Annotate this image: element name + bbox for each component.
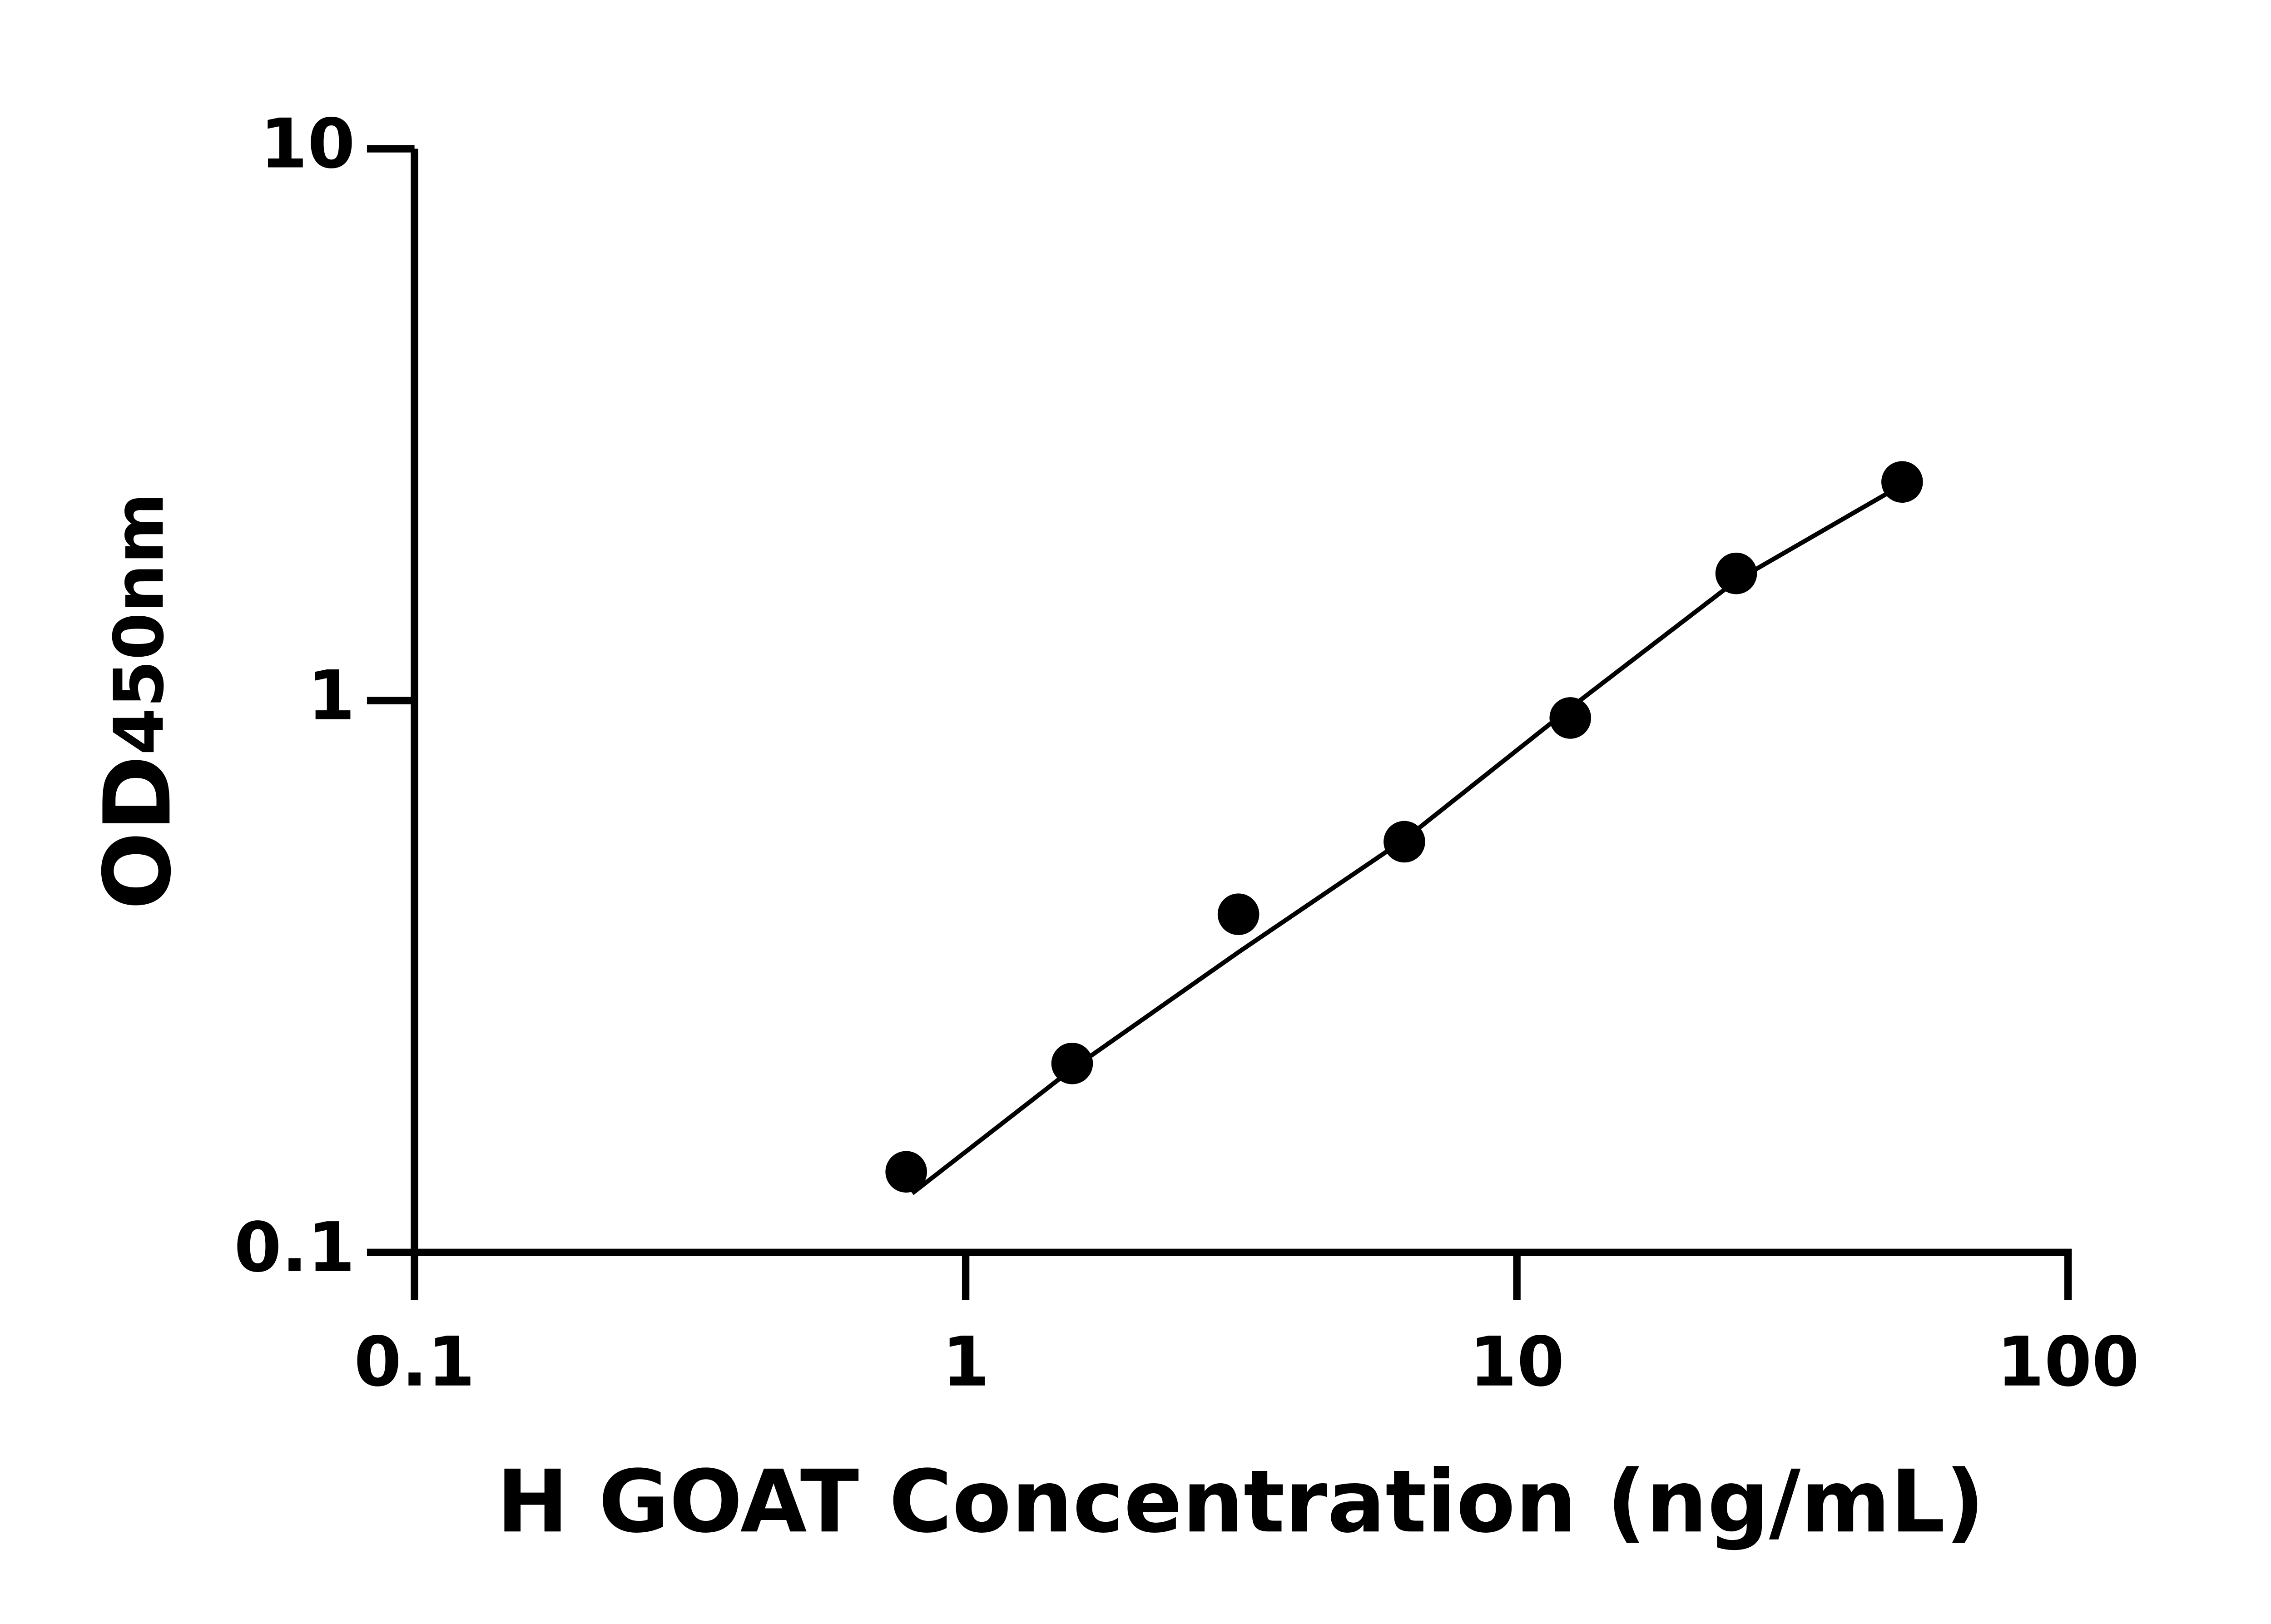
x-axis-label: H GOAT Concentration (ng/mL) xyxy=(496,1451,1984,1552)
data-point xyxy=(1549,697,1592,739)
y-label-main: OD xyxy=(84,755,191,910)
x-tick-label: 100 xyxy=(1997,1322,2139,1402)
data-point xyxy=(1217,893,1259,936)
data-point xyxy=(1881,461,1923,503)
y-axis-label: OD450nm xyxy=(84,493,191,910)
data-point xyxy=(1383,821,1425,863)
data-point xyxy=(1051,1042,1093,1084)
y-tick-label: 0.1 xyxy=(234,1208,355,1287)
x-tick-label: 10 xyxy=(1469,1322,1564,1402)
y-label-sub: 450nm xyxy=(99,493,179,755)
x-tick-label: 1 xyxy=(942,1322,990,1402)
x-tick-label: 0.1 xyxy=(354,1322,475,1402)
data-point xyxy=(1715,552,1757,594)
data-point xyxy=(885,1151,927,1193)
y-axis-label-group: OD450nm xyxy=(84,493,191,910)
y-tick-label: 1 xyxy=(307,656,355,736)
y-tick-label: 10 xyxy=(260,104,355,184)
